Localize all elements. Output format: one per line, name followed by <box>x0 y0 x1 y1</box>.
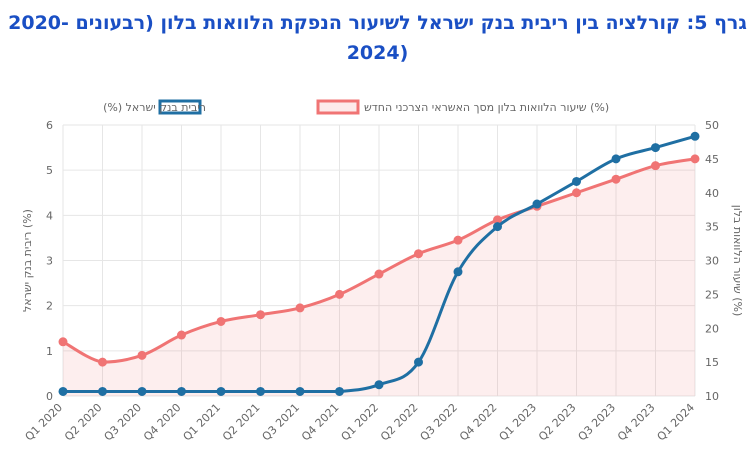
data-point-1 <box>611 154 621 164</box>
right-axis-title: שיעור הלוואות בלון (%) <box>731 205 744 317</box>
right-axis-tick-label: 10 <box>705 390 719 403</box>
legend-swatch-interest <box>158 99 202 115</box>
data-point-0 <box>335 289 344 299</box>
x-axis-tick-label: Q4 2020 <box>141 401 184 444</box>
data-point-1 <box>58 386 68 396</box>
data-point-1 <box>216 386 226 396</box>
legend-label-interest: ריבית בנק ישראל (%) <box>103 101 206 114</box>
right-axis-tick-label: 30 <box>705 255 719 268</box>
chart-title-line2: (2024 <box>346 42 409 64</box>
left-axis-tick-label: 1 <box>46 345 53 358</box>
right-axis-tick-label: 35 <box>705 221 719 234</box>
data-point-0 <box>572 188 581 198</box>
data-point-0 <box>690 154 700 164</box>
legend-swatch-balloon <box>316 99 360 115</box>
data-point-0 <box>611 174 621 184</box>
right-axis-tick-label: 25 <box>705 288 719 301</box>
data-point-0 <box>58 337 68 347</box>
data-point-1 <box>295 386 305 396</box>
right-axis-tick-label: 40 <box>705 187 719 200</box>
data-point-1 <box>414 357 423 367</box>
x-axis-tick-label: Q4 2023 <box>615 401 658 444</box>
data-point-1 <box>374 380 384 390</box>
x-axis-tick-label: Q1 2021 <box>181 401 224 444</box>
data-point-0 <box>374 269 384 279</box>
x-axis-tick-label: Q1 2023 <box>497 401 540 444</box>
chart-title: גרף 5: קורלציה בין ריבית בנק ישראל לשיעו… <box>0 8 755 68</box>
data-point-0 <box>98 357 107 367</box>
x-axis-tick-label: Q3 2023 <box>576 401 619 444</box>
right-axis-tick-label: 15 <box>705 356 719 369</box>
data-point-1 <box>690 131 700 141</box>
x-axis-tick-label: Q1 2020 <box>23 401 66 444</box>
data-point-0 <box>295 303 305 313</box>
x-axis-tick-label: Q2 2020 <box>62 401 105 444</box>
left-axis-tick-label: 6 <box>46 119 53 132</box>
data-point-0 <box>216 316 226 326</box>
data-point-0 <box>453 235 463 245</box>
data-point-1 <box>98 386 107 396</box>
data-point-1 <box>177 386 186 396</box>
data-point-1 <box>651 143 660 153</box>
data-point-0 <box>414 249 423 259</box>
x-axis-tick-label: Q3 2021 <box>260 401 303 444</box>
data-point-1 <box>453 267 463 277</box>
left-axis-tick-label: 5 <box>46 164 53 177</box>
x-axis-tick-label: Q3 2022 <box>418 401 461 444</box>
x-axis-tick-label: Q2 2021 <box>220 401 263 444</box>
data-point-1 <box>256 386 265 396</box>
right-axis-tick-label: 20 <box>705 322 719 335</box>
data-point-1 <box>335 386 344 396</box>
chart-title-line1: גרף 5: קורלציה בין ריבית בנק ישראל לשיעו… <box>8 12 747 34</box>
data-point-1 <box>572 176 581 186</box>
left-axis-tick-label: 0 <box>46 390 53 403</box>
x-axis-tick-label: Q1 2022 <box>339 401 382 444</box>
left-axis-title: ריבית בנק ישראל (%) <box>21 209 34 312</box>
x-axis-tick-label: Q4 2022 <box>457 401 500 444</box>
data-point-0 <box>651 161 660 171</box>
data-point-0 <box>177 330 186 340</box>
data-point-1 <box>532 199 542 209</box>
left-axis-tick-label: 4 <box>46 209 53 222</box>
data-point-0 <box>137 350 147 360</box>
legend-label-balloon: שיעור הלוואות בלון מסך האשראי הצרכני החד… <box>364 101 609 114</box>
x-axis-tick-label: Q4 2021 <box>299 401 342 444</box>
left-axis-tick-label: 3 <box>46 255 53 268</box>
left-axis-tick-label: 2 <box>46 300 53 313</box>
right-axis-tick-label: 50 <box>705 119 719 132</box>
data-point-1 <box>137 386 147 396</box>
right-axis-tick-label: 45 <box>705 153 719 166</box>
data-point-0 <box>256 310 265 320</box>
x-axis-tick-label: Q2 2023 <box>536 401 579 444</box>
x-axis-tick-label: Q3 2020 <box>102 401 145 444</box>
data-point-1 <box>493 222 502 232</box>
x-axis-tick-label: Q2 2022 <box>378 401 421 444</box>
x-axis-tick-label: Q1 2024 <box>655 401 698 444</box>
